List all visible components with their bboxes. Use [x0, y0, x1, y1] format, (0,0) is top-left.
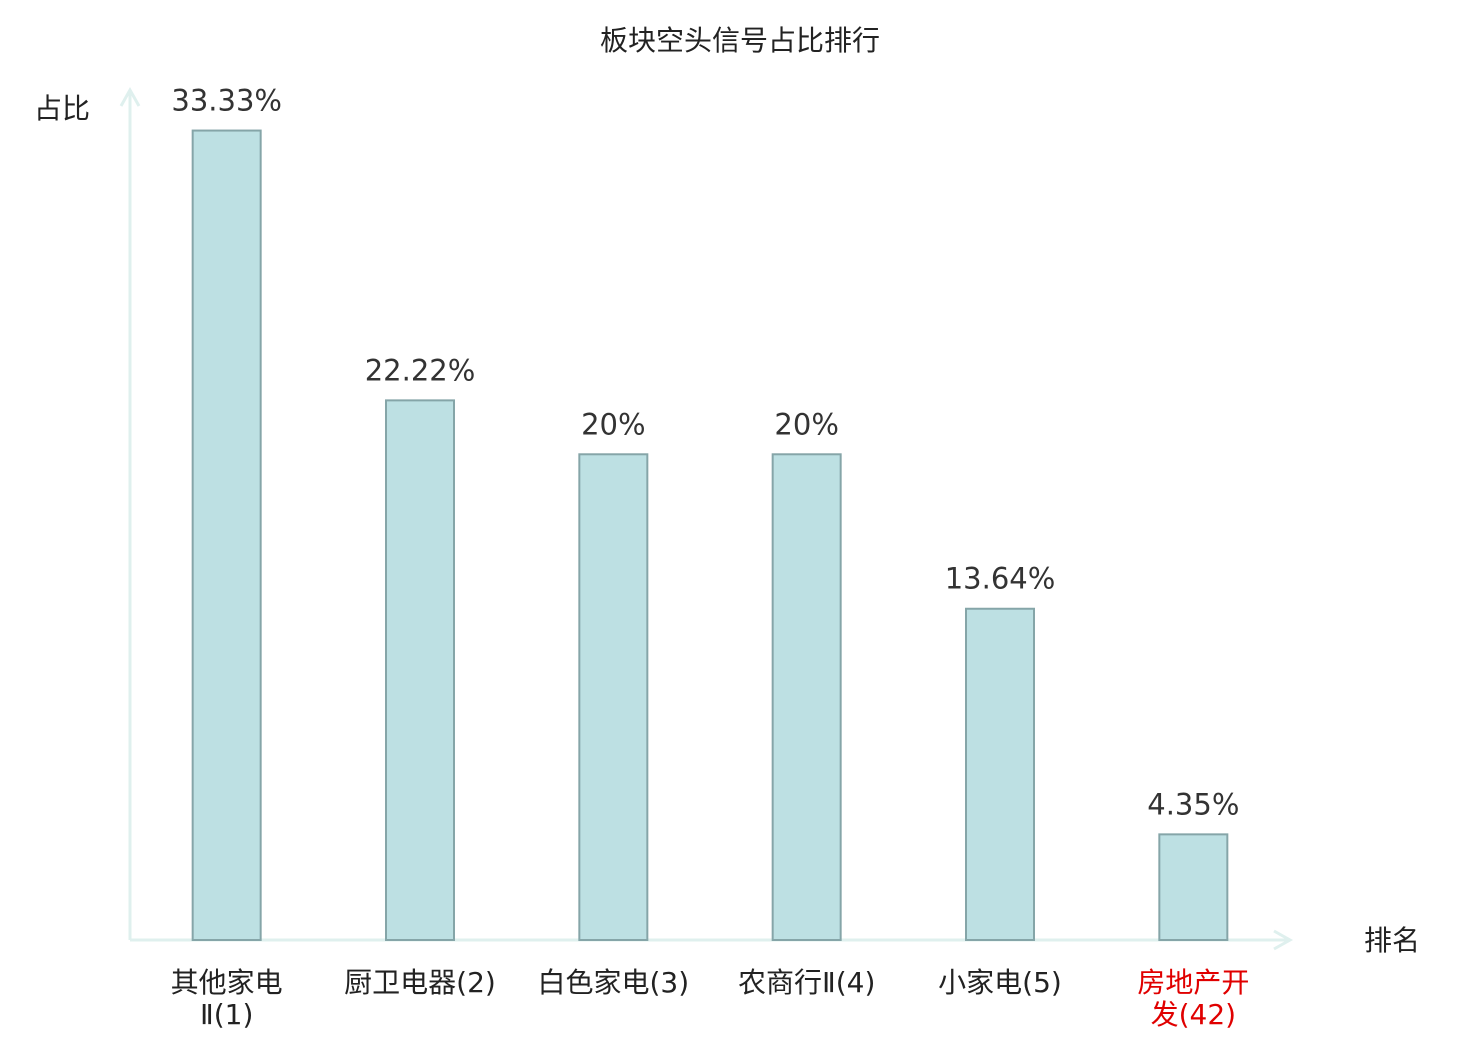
value-label: 20%: [581, 407, 645, 441]
x-tick-label: 厨卫电器(2): [344, 966, 496, 999]
y-axis-label: 占比: [34, 92, 90, 125]
bar: [965, 607, 1035, 941]
bar: [191, 129, 262, 942]
x-tick-label: 小家电(5): [938, 966, 1062, 999]
x-tick-label: 其他家电 Ⅱ(1): [171, 966, 283, 1031]
bar: [1158, 833, 1229, 941]
value-label: 20%: [774, 407, 838, 441]
value-label: 4.35%: [1147, 787, 1239, 821]
bar: [578, 453, 649, 941]
x-tick-label: 农商行Ⅱ(4): [738, 966, 875, 999]
x-axis-arrow: [1273, 929, 1294, 951]
bar: [385, 399, 455, 942]
value-label: 22.22%: [365, 353, 476, 387]
x-axis-label: 排名: [1364, 924, 1420, 957]
bar: [771, 453, 842, 941]
x-tick-label: 白色家电(3): [537, 966, 689, 999]
y-axis-arrow: [119, 86, 141, 107]
chart-title: 板块空头信号占比排行: [600, 24, 880, 57]
value-label: 13.64%: [945, 562, 1056, 596]
value-label: 33.33%: [171, 84, 282, 118]
x-tick-label: 房地产开发(42): [1137, 966, 1249, 1031]
